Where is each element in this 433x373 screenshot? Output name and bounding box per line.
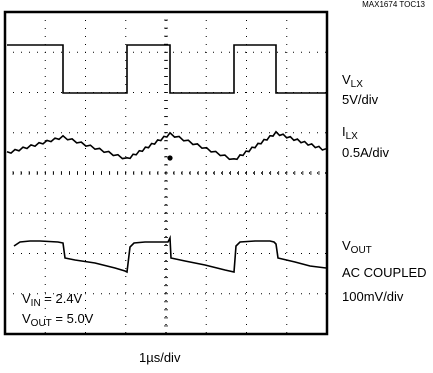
label-vout: VOUT xyxy=(342,238,372,256)
scale-ilx: 0.5A/div xyxy=(342,145,389,160)
condition-vin: VIN = 2.4V xyxy=(22,291,83,309)
trace-vlx xyxy=(7,44,326,94)
condition-vout: VOUT = 5.0V xyxy=(22,311,94,329)
figure-id: MAX1674 TOC13 xyxy=(362,0,425,9)
label-vlx: VLX xyxy=(342,72,363,90)
timebase-label: 1µs/div xyxy=(139,350,181,365)
graticule xyxy=(5,12,327,334)
trace-vout xyxy=(13,234,327,274)
trace-ilx xyxy=(6,130,327,161)
coupling-vout: AC COUPLED xyxy=(342,265,427,280)
scale-vout: 100mV/div xyxy=(342,289,404,304)
scale-vlx: 5V/div xyxy=(342,92,379,107)
label-ilx: ILX xyxy=(342,124,358,142)
plot-frame xyxy=(3,10,329,336)
trigger-marker xyxy=(167,155,173,161)
